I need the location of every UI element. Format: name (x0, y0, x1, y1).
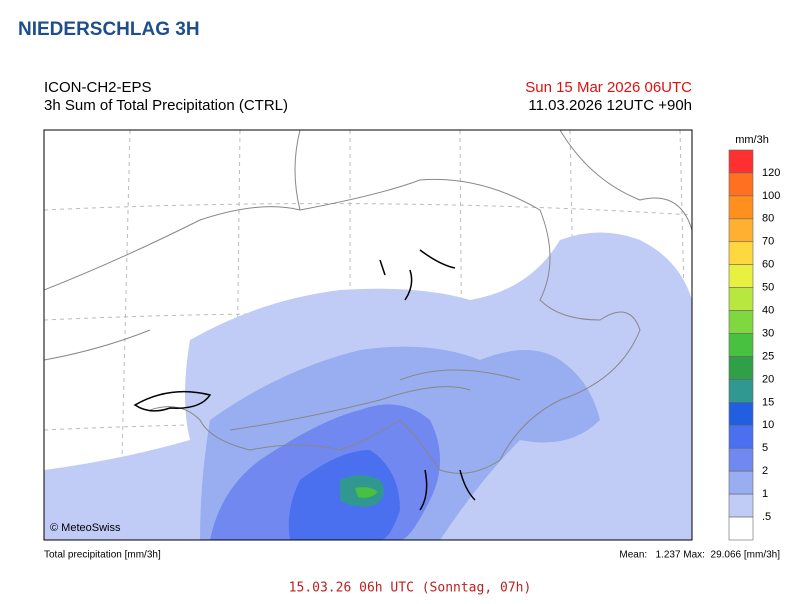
product-name: 3h Sum of Total Precipitation (CTRL) (44, 97, 288, 114)
graticule (44, 130, 692, 540)
legend-swatch (728, 333, 754, 357)
legend-label: 15 (762, 396, 774, 408)
legend: 120 100 80 70 60 50 40 30 25 20 15 10 5 2 1 .5 (728, 149, 780, 541)
header-title: NIEDERSCHLAG 3H (18, 19, 200, 40)
legend-swatch (728, 287, 754, 311)
coastlines (133, 249, 476, 511)
legend-label: 10 (762, 419, 774, 431)
legend-swatch (728, 310, 754, 334)
legend-swatch (728, 470, 754, 495)
model-name: ICON-CH2-EPS (44, 79, 152, 96)
copyright: © MeteoSwiss (50, 522, 121, 534)
legend-label: 5 (762, 442, 768, 454)
legend-label: 70 (762, 236, 774, 248)
legend-unit: mm/3h (735, 134, 769, 146)
legend-swatch (728, 218, 754, 243)
legend-swatch (728, 356, 754, 380)
legend-label: 100 (762, 190, 780, 202)
valid-time: Sun 15 Mar 2026 06UTC (525, 79, 692, 96)
legend-label: 30 (762, 327, 774, 339)
footer-right: Mean: 1.237 Max: 29.066 [mm/3h] (619, 550, 780, 561)
legend-label: 120 (762, 167, 780, 179)
footer-left: Total precipitation [mm/3h] (44, 550, 161, 561)
legend-label: 1 (762, 488, 768, 500)
legend-label: 20 (762, 373, 774, 385)
legend-swatch (728, 424, 754, 449)
map: © MeteoSwiss (44, 130, 692, 540)
precipitation (44, 232, 692, 540)
borders (44, 130, 692, 474)
legend-swatch (728, 493, 754, 518)
legend-swatch (728, 195, 754, 220)
run-time: 11.03.2026 12UTC +90h (528, 97, 692, 114)
legend-label: .5 (762, 511, 771, 523)
legend-swatch (728, 264, 754, 288)
legend-label: 50 (762, 282, 774, 294)
caption: 15.03.26 06h UTC (Sonntag, 07h) (289, 581, 532, 596)
legend-swatch (728, 516, 754, 541)
legend-label: 80 (762, 213, 774, 225)
legend-label: 2 (762, 465, 768, 477)
legend-label: 40 (762, 304, 774, 316)
legend-swatch (728, 149, 754, 174)
legend-label: 60 (762, 259, 774, 271)
legend-swatch (728, 172, 754, 197)
map-frame (43, 129, 693, 541)
legend-swatch (728, 241, 754, 266)
legend-swatch (728, 447, 754, 472)
legend-swatch (728, 402, 754, 426)
legend-swatch (728, 379, 754, 403)
legend-label: 25 (762, 350, 774, 362)
